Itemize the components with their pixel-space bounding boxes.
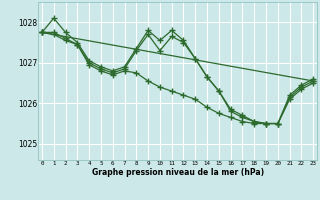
X-axis label: Graphe pression niveau de la mer (hPa): Graphe pression niveau de la mer (hPa) (92, 168, 264, 177)
